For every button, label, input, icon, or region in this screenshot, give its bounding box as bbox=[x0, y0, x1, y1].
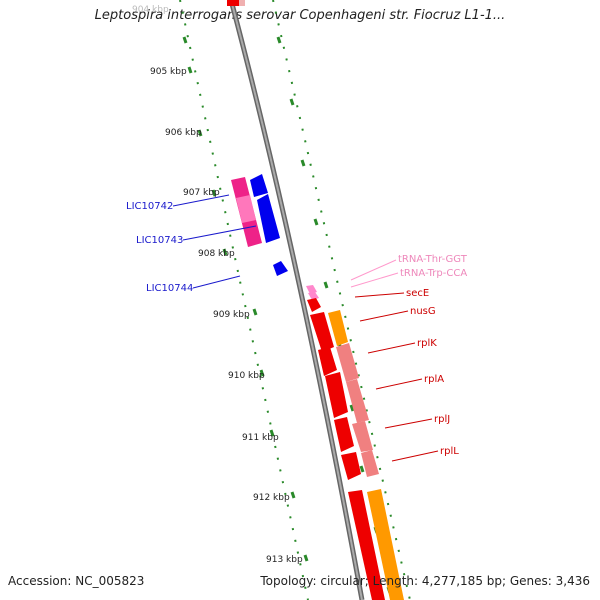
right-genes[interactable] bbox=[306, 285, 404, 600]
left-ruler bbox=[179, 0, 309, 600]
gene-nusg bbox=[310, 312, 334, 352]
backbone bbox=[228, 0, 365, 600]
ruler-tick bbox=[211, 189, 217, 197]
gene-sece bbox=[307, 298, 321, 312]
top-gene-fragments bbox=[227, 0, 245, 6]
gene-rpla-2 bbox=[346, 379, 369, 423]
ruler-labels: 904 kbp 905 kbp 906 kbp 907 kbp 908 kbp 909 k… bbox=[132, 5, 303, 565]
gene-label: LIC10743 bbox=[136, 235, 183, 246]
ruler-tick bbox=[303, 554, 309, 562]
trna-trp bbox=[308, 292, 319, 300]
ruler-tick-label: 906 kbp bbox=[165, 128, 202, 138]
right-tick bbox=[300, 159, 306, 167]
gene-pink-highlight bbox=[236, 195, 256, 223]
ruler-tick bbox=[182, 36, 188, 44]
ruler-tick bbox=[252, 308, 258, 316]
gene-label: rplL bbox=[440, 446, 459, 457]
gene-label: LIC10742 bbox=[126, 201, 173, 212]
gene-rplk-2 bbox=[336, 343, 359, 382]
gene-labels: LIC10742 LIC10743 LIC10744 tRNA-Thr-GGT … bbox=[126, 201, 468, 457]
right-tick bbox=[359, 465, 365, 473]
gene-label: LIC10744 bbox=[146, 283, 193, 294]
gene-rplj-2 bbox=[352, 421, 373, 452]
ruler-tick bbox=[222, 248, 228, 256]
right-tick bbox=[289, 98, 295, 106]
right-tick bbox=[349, 404, 355, 412]
ruler-tick-label: 912 kbp bbox=[253, 493, 290, 503]
gene-rpll-2 bbox=[361, 450, 379, 477]
gene-fragment bbox=[239, 0, 245, 6]
right-track bbox=[272, 0, 411, 600]
ruler-tick bbox=[187, 66, 193, 74]
gene-bottom-red bbox=[348, 490, 385, 600]
gene-rpll bbox=[341, 452, 361, 480]
gene-label: tRNA-Trp-CCA bbox=[400, 268, 467, 279]
ruler-tick-label: 908 kbp bbox=[198, 249, 235, 259]
gene-lic10743 bbox=[257, 194, 280, 243]
map-title: Leptospira interrogans serovar Copenhage… bbox=[94, 8, 506, 23]
label-leaders bbox=[172, 194, 439, 462]
gene-lic10742-group[interactable] bbox=[231, 174, 288, 276]
gene-label: tRNA-Thr-GGT bbox=[398, 254, 468, 265]
accession-label: Accession: NC_005823 bbox=[8, 574, 145, 588]
gene-rplj bbox=[334, 417, 354, 452]
gene-label: rplA bbox=[424, 374, 444, 385]
ruler-tick bbox=[290, 491, 296, 499]
ruler-tick bbox=[269, 429, 275, 437]
ruler-tick bbox=[197, 129, 203, 137]
ruler-tick-label: 913 kbp bbox=[266, 555, 303, 565]
ruler-tick-label: 910 kbp bbox=[228, 371, 265, 381]
trna-thr bbox=[306, 285, 317, 294]
gene-nusg-2 bbox=[328, 310, 348, 346]
ruler-tick-label: 911 kbp bbox=[242, 433, 279, 443]
right-tick bbox=[313, 218, 319, 226]
gene-rpla bbox=[325, 372, 348, 418]
ruler-tick-label: 905 kbp bbox=[150, 67, 187, 77]
gene-label: nusG bbox=[410, 306, 436, 317]
gene-label: secE bbox=[406, 288, 429, 299]
gene-rplk bbox=[318, 347, 337, 376]
genome-summary: Topology: circular; Length: 4,277,185 bp… bbox=[260, 574, 590, 588]
ruler-tick-label: 907 kbp bbox=[183, 188, 220, 198]
gene-lic10744 bbox=[273, 261, 288, 276]
right-tick bbox=[276, 36, 282, 44]
gene-lic10742 bbox=[250, 174, 268, 197]
ruler-tick-label: 904 kbp bbox=[132, 5, 169, 15]
ruler-ticks bbox=[182, 36, 309, 562]
ruler-tick bbox=[259, 369, 265, 377]
ruler-tick-label: 909 kbp bbox=[213, 310, 250, 320]
gene-bottom-orange bbox=[367, 489, 404, 600]
right-tick bbox=[323, 281, 329, 289]
gene-label: rplK bbox=[417, 338, 437, 349]
gene-fragment bbox=[227, 0, 239, 6]
gene-label: rplJ bbox=[434, 414, 450, 425]
